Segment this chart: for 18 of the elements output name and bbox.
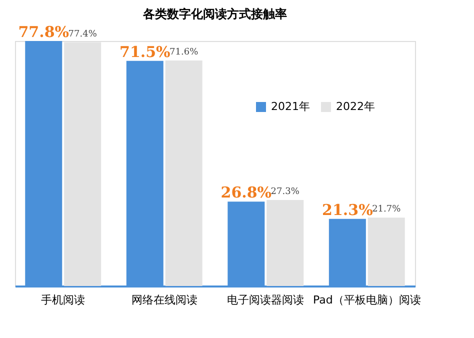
data-label: 26.8% [220,184,272,202]
x-tick-label: 手机阅读 [41,294,86,306]
data-label: 71.5% [119,42,170,61]
data-label: 21.3% [322,200,373,219]
legend-label: 2022年 [336,100,375,113]
data-label: 77.8% [18,23,70,41]
chart-title: 各类数字化阅读方式接触率 [142,7,287,21]
data-label: 77.4% [68,29,98,40]
data-label: 27.3% [270,187,300,198]
x-tick-label: 网络在线阅读 [131,294,198,306]
bar [266,200,304,286]
bar [368,218,405,286]
x-tick-label: 电子阅读器阅读 [227,294,304,306]
x-tick-label: Pad（平板电脑）阅读 [312,294,421,306]
bar [165,60,202,286]
legend-label: 2021年 [271,100,310,113]
data-label: 71.6% [170,48,199,58]
data-label: 21.7% [372,204,402,215]
